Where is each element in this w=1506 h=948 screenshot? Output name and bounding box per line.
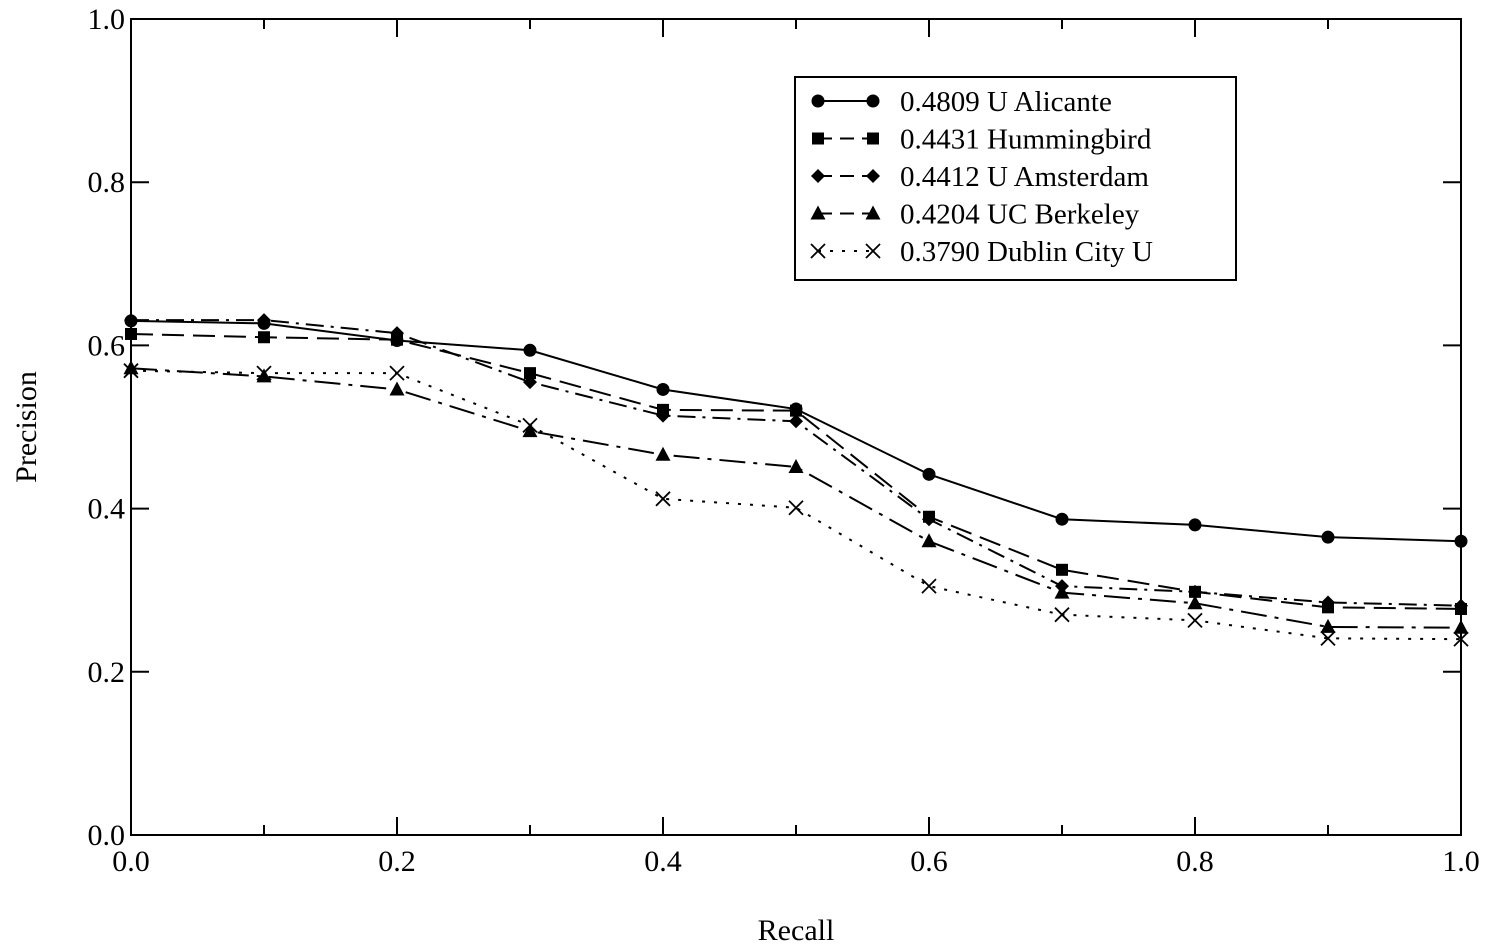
y-axis-title: Precision: [10, 371, 43, 483]
data-point-diamond: [656, 408, 670, 423]
data-point-square: [524, 367, 536, 380]
legend-label: 0.4809 U Alicante: [900, 86, 1112, 118]
data-point-circle: [656, 382, 670, 396]
data-point-diamond: [257, 313, 271, 328]
data-point-circle: [1055, 512, 1069, 526]
x-tick-label: 0.0: [112, 845, 150, 878]
legend-entry-5: 0.3790 Dublin City U: [810, 236, 1153, 268]
y-tick-label: 0.8: [88, 166, 126, 199]
series-3: [124, 313, 1468, 613]
data-point-diamond: [1188, 584, 1202, 599]
data-point-triangle: [655, 446, 671, 461]
legend-entry-4: 0.4204 UC Berkeley: [810, 199, 1140, 231]
data-point-cross: [1453, 631, 1469, 647]
data-point-triangle: [1320, 618, 1336, 633]
data-point-cross: [522, 417, 538, 434]
legend-marker: [811, 169, 825, 183]
x-tick-label: 0.4: [644, 845, 682, 878]
x-tick-label: 0.2: [378, 845, 416, 878]
data-point-diamond: [922, 512, 936, 527]
data-point-cross: [655, 491, 671, 507]
data-point-cross: [1054, 607, 1070, 623]
data-point-square: [790, 404, 802, 417]
data-point-circle: [523, 343, 537, 357]
data-point-triangle: [256, 368, 272, 383]
data-point-triangle: [1453, 619, 1469, 634]
data-point-triangle: [921, 533, 937, 548]
data-point-cross: [256, 365, 272, 381]
legend-marker: [810, 205, 826, 220]
data-point-triangle: [1054, 584, 1070, 599]
y-tick-label: 0.6: [88, 329, 126, 362]
data-point-diamond: [789, 414, 803, 429]
x-tick-label: 0.8: [1176, 845, 1214, 878]
legend-entry-2: 0.4431 Hummingbird: [812, 124, 1152, 156]
y-tick-label: 0.4: [88, 493, 126, 526]
data-point-diamond: [390, 326, 404, 341]
legend-marker: [866, 169, 880, 183]
legend-entry-3: 0.4412 U Amsterdam: [811, 161, 1149, 193]
data-point-cross: [921, 578, 937, 594]
legend-marker: [865, 205, 881, 220]
y-tick-label: 1.0: [88, 3, 126, 36]
data-point-cross: [1320, 630, 1336, 646]
data-point-diamond: [124, 313, 138, 328]
series-5: [123, 363, 1469, 647]
series-4: [123, 360, 1469, 634]
legend-marker: [812, 132, 824, 145]
data-point-square: [258, 331, 270, 344]
data-point-cross: [389, 365, 405, 381]
data-point-circle: [1321, 530, 1335, 544]
data-point-square: [1056, 563, 1068, 576]
legend-marker: [866, 94, 880, 108]
series-layer: [123, 313, 1469, 647]
legend-marker: [810, 243, 826, 259]
axis-ticks: [130, 18, 1462, 836]
series-1: [124, 314, 1468, 548]
axis-tick-labels: 0.0 0.2 0.4 0.6 0.8 1.0 0.0 0.2 0.4 0.6 0.8 1.0: [88, 3, 1480, 878]
series-line: [130, 332, 1462, 610]
x-tick-label: 0.6: [910, 845, 948, 878]
legend-marker: [867, 132, 879, 145]
data-point-diamond: [1321, 595, 1335, 610]
x-axis-title: Recall: [758, 914, 835, 947]
data-point-circle: [922, 467, 936, 481]
data-point-circle: [1454, 534, 1468, 548]
legend: 0.4809 U Alicante 0.4431 Hummingbird 0.441…: [794, 76, 1237, 281]
legend-label: 0.3790 Dublin City U: [900, 236, 1153, 268]
data-point-triangle: [123, 360, 139, 375]
data-point-square: [125, 327, 137, 340]
data-point-cross: [1187, 612, 1203, 629]
data-point-diamond: [1454, 598, 1468, 613]
data-point-circle: [1188, 518, 1202, 532]
legend-marker: [811, 94, 825, 108]
legend-marker: [865, 243, 881, 259]
legend-label: 0.4204 UC Berkeley: [900, 199, 1140, 231]
data-point-triangle: [1187, 595, 1203, 610]
data-point-cross: [788, 500, 804, 516]
legend-label: 0.4431 Hummingbird: [900, 124, 1152, 156]
data-point-triangle: [389, 381, 405, 396]
data-point-diamond: [523, 375, 537, 390]
x-tick-label: 1.0: [1442, 845, 1480, 878]
y-tick-label: 0.0: [88, 819, 126, 852]
legend-entry-1: 0.4809 U Alicante: [811, 86, 1112, 118]
data-point-cross: [123, 363, 139, 379]
data-point-triangle: [788, 458, 804, 473]
data-point-triangle: [522, 423, 538, 438]
y-tick-label: 0.2: [88, 656, 126, 689]
legend-label: 0.4412 U Amsterdam: [900, 161, 1149, 193]
